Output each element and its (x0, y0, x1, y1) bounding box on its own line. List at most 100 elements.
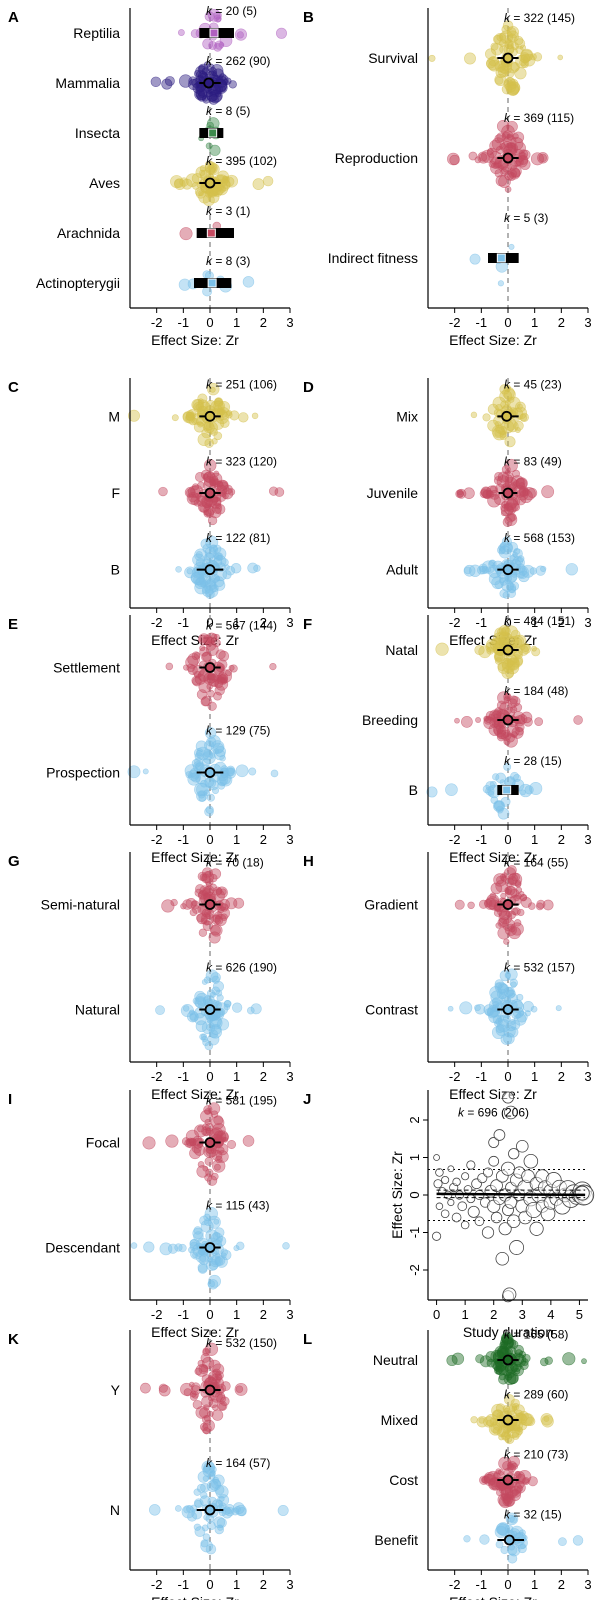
effect-point (215, 1499, 223, 1508)
effect-point (479, 1355, 492, 1368)
effect-point (194, 577, 206, 590)
category-cost: Cost k = 210 (73) (389, 1447, 568, 1509)
x-tick-label: 0 (206, 832, 213, 847)
category-y: Yk = 532 (150) (111, 1336, 277, 1435)
effect-point (204, 740, 215, 751)
effect-point (505, 474, 513, 483)
x-tick-label: -1 (476, 615, 488, 630)
category-descendant: Descendant k = 115 (43) (45, 1199, 290, 1290)
effect-point (158, 486, 168, 497)
effect-point (184, 764, 198, 778)
x-tick-label: 2 (260, 832, 267, 847)
x-axis-label: Effect Size: Zr (449, 1594, 537, 1600)
effect-point (499, 45, 508, 54)
effect-point (197, 432, 211, 447)
k-annotation: k = 8 (5) (206, 104, 250, 118)
effect-point (211, 1409, 224, 1421)
y-tick-label: -2 (407, 1264, 422, 1276)
effect-point (165, 662, 174, 671)
effect-point (205, 969, 219, 983)
effect-point (565, 563, 578, 576)
k-value: = 8 (3) (212, 254, 250, 268)
estimate-marker (207, 278, 217, 288)
x-tick-label: 1 (233, 1069, 240, 1084)
effect-point (201, 1524, 209, 1532)
estimate-marker (204, 1004, 216, 1015)
data-point (498, 1222, 512, 1236)
data-point (447, 1198, 455, 1207)
effect-point (210, 64, 224, 78)
category-label: Prospection (46, 765, 120, 781)
effect-point (447, 1005, 454, 1012)
effect-point (199, 1033, 206, 1041)
k-value: = 323 (120) (212, 454, 277, 468)
effect-point (509, 1482, 522, 1495)
effect-point (222, 570, 232, 580)
k-symbol: k (504, 531, 511, 545)
effect-point (235, 1385, 244, 1393)
x-tick-label: 1 (531, 1577, 538, 1592)
category-gradient: Gradient k = 164 (55) (364, 856, 568, 945)
effect-point (185, 1129, 200, 1144)
k-symbol: k (206, 856, 213, 870)
panel-label: C (8, 379, 19, 396)
effect-point (497, 691, 510, 705)
effect-point (489, 489, 500, 500)
effect-point (203, 476, 215, 487)
effect-point (492, 1426, 501, 1435)
effect-point (490, 43, 504, 56)
k-symbol: k (504, 754, 511, 768)
category-label: Actinopterygii (36, 275, 120, 291)
effect-point (202, 1419, 215, 1432)
effect-point (476, 1416, 488, 1428)
effect-point (206, 1175, 218, 1186)
effect-point (210, 1110, 219, 1118)
effect-point (213, 1218, 220, 1225)
category-juvenile: Juvenile k = 83 (49) (367, 454, 562, 527)
effect-point (210, 868, 222, 880)
x-tick-label: -1 (178, 615, 190, 630)
effect-point (214, 749, 226, 761)
effect-point (503, 1015, 511, 1023)
effect-point (520, 53, 531, 64)
effect-point (510, 981, 517, 988)
effect-point (204, 807, 214, 817)
effect-point (497, 662, 507, 671)
effect-point (515, 477, 528, 490)
effect-point (207, 1033, 220, 1046)
x-tick-label: -2 (151, 1069, 163, 1084)
effect-point (207, 689, 215, 698)
k-value: = 129 (75) (212, 724, 270, 738)
k-annotation: k = 322 (145) (504, 11, 575, 25)
x-tick-label: 0 (504, 832, 511, 847)
effect-point (513, 548, 521, 555)
effect-point (510, 629, 521, 640)
effect-point (516, 1412, 526, 1422)
effect-point (161, 899, 175, 913)
category-indirect-fitness: Indirect fitness k = 5 (3) (328, 211, 548, 287)
effect-point (499, 577, 509, 586)
x-tick-label: 0 (206, 1069, 213, 1084)
k-value: = 5 (3) (510, 211, 548, 225)
effect-point (212, 417, 225, 430)
effect-point (555, 1005, 562, 1012)
effect-point (214, 1163, 221, 1171)
k-annotation: k = 28 (15) (504, 754, 562, 768)
effect-point (534, 717, 544, 726)
x-tick-label: 2 (558, 1577, 565, 1592)
effect-point (202, 867, 213, 879)
effect-point (142, 768, 149, 775)
x-tick-label: 3 (584, 615, 591, 630)
effect-point (206, 1251, 215, 1260)
effect-point (167, 1243, 178, 1254)
category-mixed: Mixed k = 289 (60) (381, 1387, 568, 1445)
effect-point (494, 982, 503, 991)
x-axis-label: Effect Size: Zr (449, 332, 537, 348)
data-point (481, 1226, 495, 1239)
effect-point (188, 493, 197, 503)
data-point (447, 1165, 455, 1173)
k-symbol: k (206, 619, 213, 633)
effect-point (505, 968, 518, 981)
effect-point (495, 772, 506, 784)
x-tick-label: 3 (519, 1307, 526, 1322)
